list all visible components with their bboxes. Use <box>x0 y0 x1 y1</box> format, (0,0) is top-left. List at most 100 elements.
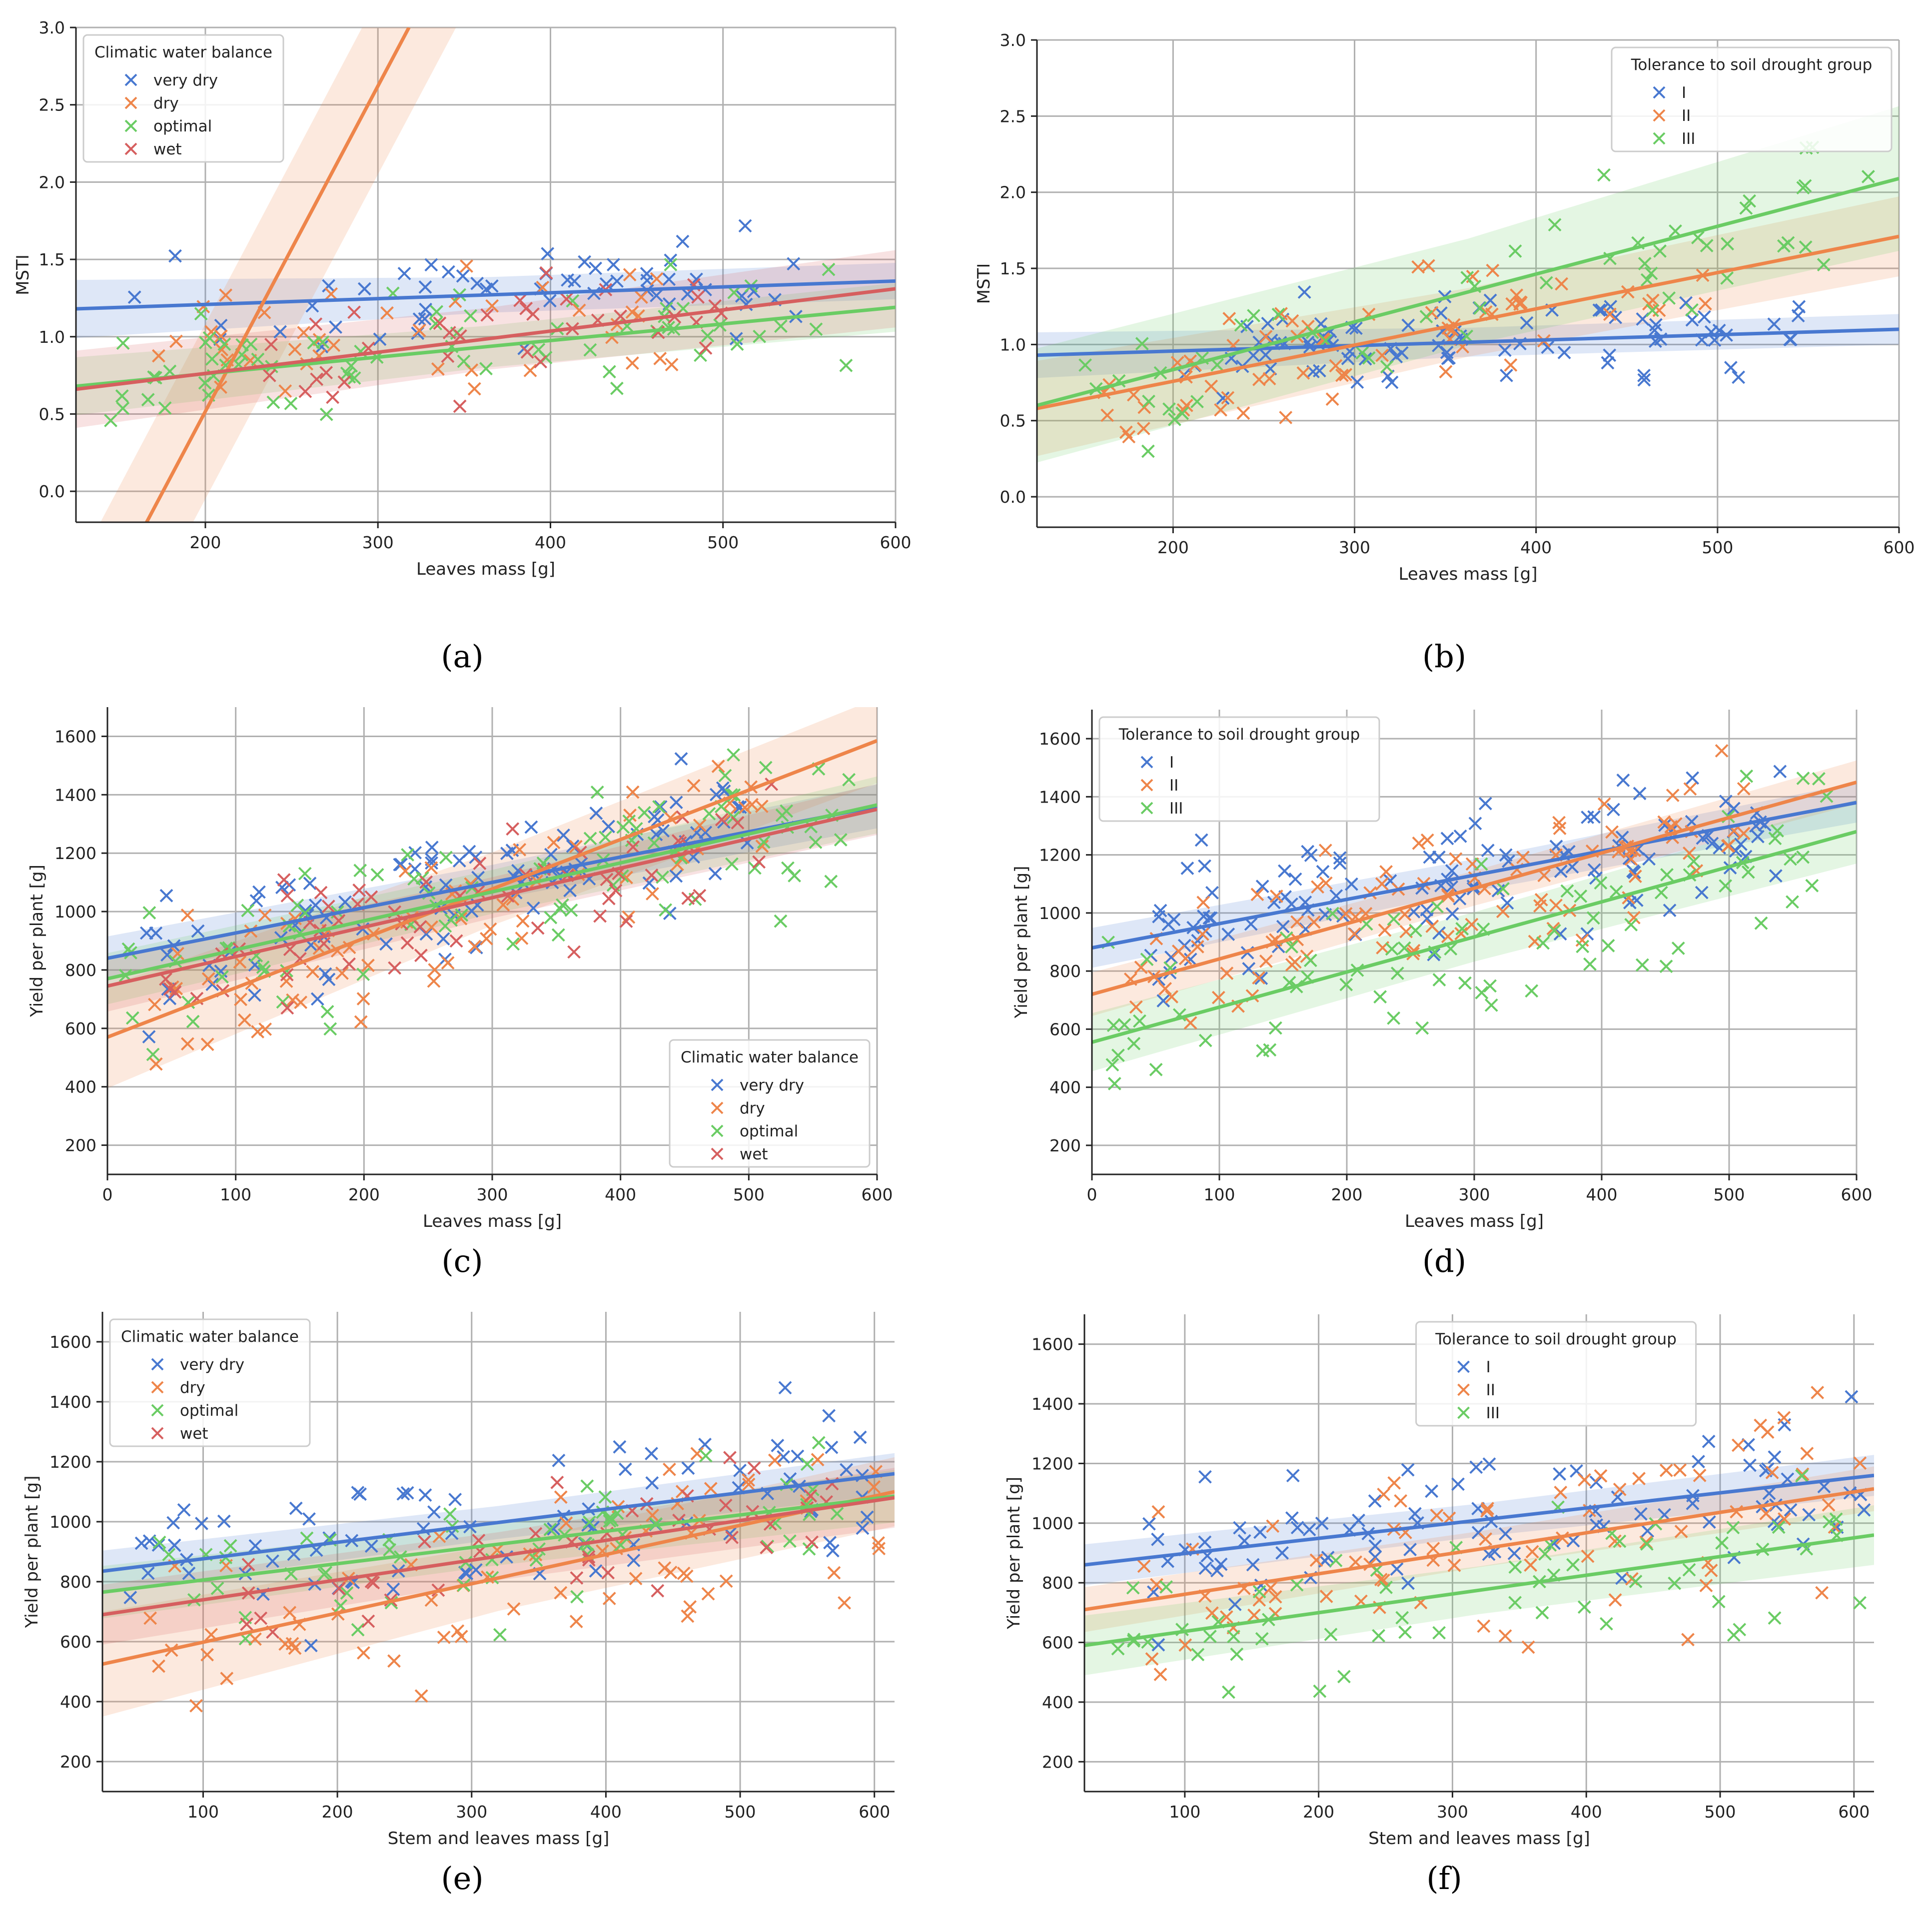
data-point-wet <box>352 883 366 897</box>
data-point-optimal <box>438 919 452 933</box>
legend-entry: I <box>1486 1358 1491 1376</box>
regression-line-I <box>1092 801 1857 950</box>
data-point-II <box>1145 1652 1159 1666</box>
data-point-very-dry <box>214 318 228 332</box>
data-point-wet <box>473 857 487 870</box>
data-point-optimal <box>493 1628 507 1642</box>
data-point-III <box>1372 1629 1386 1643</box>
data-point-dry <box>306 964 320 978</box>
data-point-III <box>1385 942 1399 956</box>
data-point-I <box>1587 810 1601 824</box>
regression-line-dry <box>144 27 411 522</box>
data-point-I <box>1453 829 1467 843</box>
data-point-III <box>1777 239 1791 253</box>
data-point-I <box>1253 1525 1267 1539</box>
data-point-dry <box>683 1600 697 1614</box>
data-point-I <box>1637 373 1651 387</box>
data-point-optimal <box>141 393 155 407</box>
x-tick-label: 300 <box>362 533 394 552</box>
data-point-very-dry <box>543 294 557 308</box>
data-point-III <box>1812 772 1826 786</box>
x-tick-label: 400 <box>1571 1802 1602 1822</box>
data-point-II <box>1178 1638 1192 1652</box>
data-point-I <box>1702 1434 1716 1448</box>
data-point-I <box>1390 1562 1404 1576</box>
y-tick-label: 2.0 <box>39 172 65 192</box>
data-point-very-dry <box>589 1564 603 1578</box>
data-point-very-dry <box>252 885 266 899</box>
data-point-optimal <box>783 1534 797 1548</box>
data-point-III <box>1256 1044 1270 1058</box>
y-tick-label: 1200 <box>1031 1454 1073 1473</box>
data-point-optimal <box>429 317 443 331</box>
legend-title: Climatic water balance <box>94 43 272 61</box>
y-tick-label: 1200 <box>49 1452 91 1472</box>
regression-line-very-dry <box>102 1472 895 1573</box>
data-point-wet <box>241 1558 255 1572</box>
data-point-II <box>1196 896 1210 910</box>
y-tick-label: 200 <box>1042 1752 1073 1772</box>
data-point-I <box>1615 831 1629 844</box>
data-point-very-dry <box>287 1547 301 1561</box>
data-point-II <box>1815 1586 1829 1600</box>
data-point-II <box>1800 1447 1814 1461</box>
data-point-II <box>1259 955 1273 968</box>
data-point-II <box>1426 1542 1440 1556</box>
data-point-very-dry <box>364 1539 378 1553</box>
data-point-optimal <box>104 414 117 427</box>
legend-title: Climatic water balance <box>681 1048 859 1066</box>
data-point-I <box>1616 773 1630 787</box>
data-point-dry <box>380 306 394 320</box>
data-point-II <box>1578 1473 1591 1487</box>
data-point-very-dry <box>557 828 570 842</box>
data-point-optimal <box>340 1586 354 1600</box>
data-point-very-dry <box>436 932 450 946</box>
confidence-band-I <box>1037 314 1899 378</box>
y-tick-label: 200 <box>65 1136 96 1155</box>
data-point-I <box>1425 1484 1439 1498</box>
data-point-I <box>1246 1558 1260 1572</box>
data-point-II <box>1480 1504 1494 1518</box>
data-point-II <box>1378 923 1392 937</box>
data-point-wet <box>366 1576 380 1590</box>
data-point-II <box>1632 1472 1646 1486</box>
data-point-very-dry <box>248 1539 262 1553</box>
confidence-band-II <box>1037 196 1899 456</box>
data-point-III <box>1078 358 1092 372</box>
data-point-III <box>1210 358 1224 372</box>
data-point-III <box>1682 1563 1696 1577</box>
legend-entry: dry <box>180 1379 205 1397</box>
data-point-III <box>1795 1469 1809 1483</box>
data-point-I <box>1637 369 1651 382</box>
data-point-very-dry <box>599 277 613 291</box>
data-point-I <box>1792 300 1806 314</box>
y-axis-label: MSTI <box>13 254 33 295</box>
data-point-wet <box>600 873 614 887</box>
data-point-III <box>1252 1585 1266 1599</box>
data-point-optimal <box>300 1531 314 1545</box>
legend-title: Tolerance to soil drought group <box>1631 56 1873 74</box>
legend-entry: III <box>1682 130 1695 148</box>
legend-marker <box>1140 802 1153 815</box>
data-point-III <box>1583 957 1597 971</box>
data-point-very-dry <box>418 280 432 294</box>
x-tick-label: 500 <box>733 1185 765 1204</box>
data-point-very-dry <box>822 1409 836 1423</box>
data-point-optimal <box>556 898 569 912</box>
data-point-dry <box>424 1593 438 1607</box>
y-tick-label: 3.0 <box>1000 30 1026 50</box>
data-point-III <box>1640 273 1654 287</box>
data-point-II <box>1129 1000 1143 1014</box>
data-point-I <box>1768 1450 1782 1464</box>
panel-label: (a) <box>441 638 483 675</box>
data-point-optimal <box>699 1449 713 1463</box>
data-point-III <box>1432 1626 1446 1640</box>
data-point-very-dry <box>166 1516 180 1530</box>
data-point-wet <box>534 355 548 369</box>
data-point-very-dry <box>195 1517 208 1530</box>
data-point-III <box>1671 942 1685 955</box>
data-point-very-dry <box>456 269 470 283</box>
data-point-very-dry <box>322 279 336 293</box>
data-point-optimal <box>323 1022 337 1036</box>
